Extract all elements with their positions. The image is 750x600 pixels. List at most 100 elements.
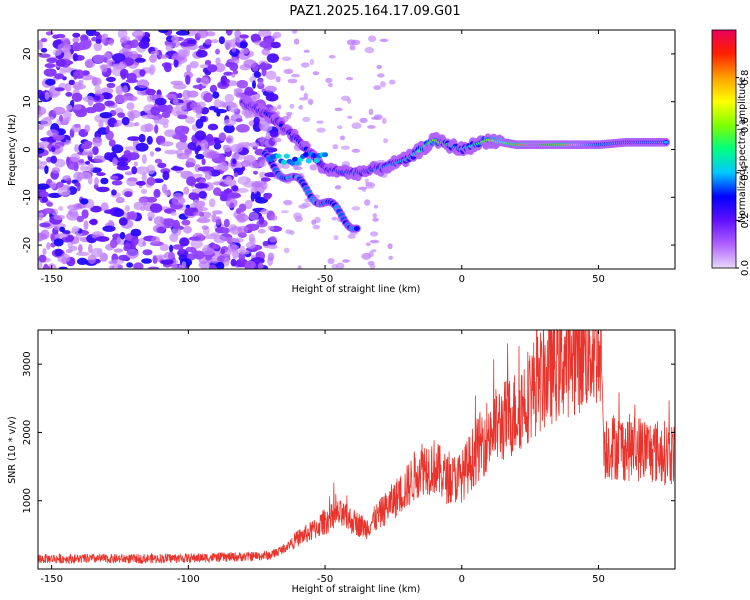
heatmap-cell [76,257,88,265]
heatmap-cell [285,111,293,116]
heatmap-cell [222,144,232,153]
heatmap-cell [43,116,55,121]
heatmap-cell [238,203,247,212]
heatmap-cell [175,30,190,36]
heatmap-cell [283,68,294,75]
heatmap-cell [159,54,169,59]
heatmap-cell [253,71,261,78]
heatmap-cell [334,107,343,112]
heatmap-cell [107,219,114,226]
heatmap-cell [218,36,225,45]
heatmap-cell [92,31,101,37]
heatmap-cell [146,94,153,103]
heatmap-cell [204,59,212,66]
snr-y-label: SNR (10 * v/v) [7,416,18,484]
y-tick-label: 10 [22,95,33,108]
heatmap-cell [111,180,123,186]
heatmap-cell [68,79,75,86]
heatmap-cell [154,124,159,134]
heatmap-cell [79,165,88,172]
heatmap-cell [197,216,208,223]
heatmap-cell [225,198,238,208]
heatmap-cell [38,212,44,218]
heatmap-cell [146,164,156,175]
heatmap-cell [69,245,78,252]
heatmap-cell [38,260,43,269]
heatmap-cell [69,208,79,218]
heatmap-cell [369,239,380,244]
heatmap-cell [95,39,102,44]
heatmap-cell [289,230,295,235]
heatmap-cell [240,47,250,55]
heatmap-cell [40,229,50,240]
heatmap-cell [111,189,117,196]
heatmap-cell [283,247,290,254]
x-tick-label: 50 [592,274,605,285]
heatmap-cell [50,233,56,242]
heatmap-cell [339,135,346,141]
heatmap-cell [40,161,48,166]
heatmap-cell [325,77,333,84]
heatmap-cell [54,73,65,80]
heatmap-cell [201,247,215,256]
heatmap-cell [81,209,89,219]
heatmap-cell [262,240,270,247]
heatmap-cell [237,176,251,185]
heatmap-cell [67,204,80,211]
heatmap-cell [303,92,309,99]
heatmap-cell [104,152,113,161]
heatmap-cell [200,139,209,150]
heatmap-cell [190,238,203,249]
heatmap-cell [248,233,255,243]
heatmap-cell [309,164,318,171]
heatmap-cell [44,63,56,69]
heatmap-cell [368,35,377,42]
heatmap-cell [229,62,239,71]
heatmap-cell [72,41,80,52]
heatmap-cell [154,147,162,152]
heatmap-cell [160,259,174,265]
heatmap-cell [190,101,201,111]
heatmap-cell [195,153,205,160]
heatmap-cell [165,44,174,52]
heatmap-cell [265,93,279,102]
heatmap-cell [38,183,50,190]
heatmap-cell [126,262,134,268]
heatmap-cell [377,73,385,78]
heatmap-cell [84,60,93,69]
heatmap-cell [179,237,190,247]
heatmap-cell [182,89,191,100]
heatmap-cell [170,166,184,171]
y-tick-label: 1000 [22,488,33,513]
heatmap-cell [215,48,220,55]
heatmap-cell [291,30,298,34]
heatmap-cell [311,219,317,225]
heatmap-cell [154,97,167,106]
heatmap-cell [122,85,128,94]
heatmap-cell [177,92,183,99]
heatmap-cell [183,186,190,195]
heatmap-cell [195,112,203,119]
heatmap-cell [267,252,275,261]
heatmap-cell [205,31,216,37]
heatmap-cell [78,159,85,164]
heatmap-cell [149,151,155,157]
heatmap-cell [104,100,115,107]
heatmap-cell [42,248,47,255]
heatmap-cell [359,117,368,123]
heatmap-cell [65,92,73,97]
heatmap-cell [275,153,282,159]
heatmap-cell [327,83,333,88]
heatmap-cell [97,248,103,256]
heatmap-cell [146,196,158,203]
heatmap-cell [93,42,102,52]
heatmap-cell [105,125,110,134]
heatmap-cell [100,202,109,212]
heatmap-cell [52,106,66,115]
heatmap-cell [224,39,232,50]
heatmap-cell [231,72,236,78]
heatmap-cell [164,149,179,155]
heatmap-cell [335,262,345,269]
heatmap-cell [96,172,106,177]
heatmap-cell [157,162,167,169]
